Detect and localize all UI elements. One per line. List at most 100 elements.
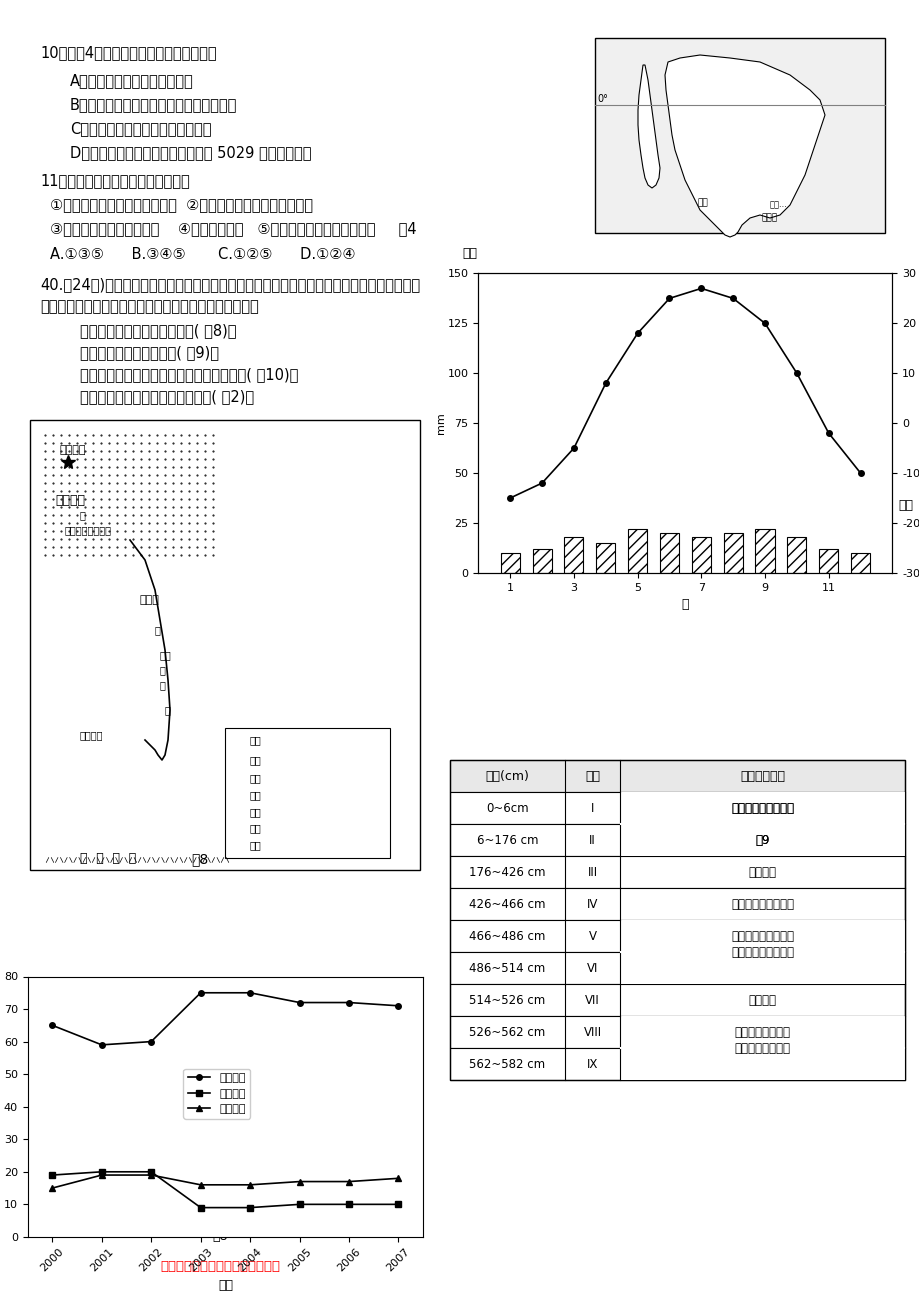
Bar	[595, 38, 884, 233]
Text: ③水力资源、地热资源丰富    ④气温年较差大   ⑤高原湖泊多，空气稀薄缺氧     图4: ③水力资源、地热资源丰富 ④气温年较差大 ⑤高原湖泊多，空气稀薄缺氧 图4	[50, 221, 416, 236]
第二产业	[392, 1197, 403, 1212]
Text: 176~426 cm: 176~426 cm	[469, 866, 545, 879]
Text: 图8: 图8	[212, 1230, 228, 1243]
第三产业	[96, 1167, 108, 1182]
Bar	[691, 536, 710, 573]
Y-axis label: mm: mm	[436, 413, 446, 434]
Polygon shape	[664, 55, 824, 237]
Polygon shape	[637, 65, 659, 187]
Text: 电站: 电站	[250, 773, 262, 783]
Text: A.①③⑤      B.③④⑤       C.①②⑤      D.①②④: A.①③⑤ B.③④⑤ C.①②⑤ D.①②④	[50, 247, 355, 262]
Text: 材料一：玛纳斯河流域示意图( 图8)。: 材料一：玛纳斯河流域示意图( 图8)。	[80, 323, 236, 339]
Bar	[659, 533, 678, 573]
Bar	[449, 760, 904, 1079]
第二产业	[343, 1197, 354, 1212]
Text: II: II	[588, 833, 596, 846]
Bar	[449, 824, 904, 855]
Text: 石河子: 石河子	[140, 595, 160, 605]
Text: 图8: 图8	[191, 852, 209, 866]
Text: 526~562 cm: 526~562 cm	[469, 1026, 545, 1039]
第一产业	[343, 995, 354, 1010]
Text: 玛纳斯河下游绿洲区三产比重变化: 玛纳斯河下游绿洲区三产比重变化	[160, 1260, 279, 1273]
Text: VII: VII	[584, 993, 599, 1006]
Text: 垦基地。阅读下列材料，结合所学知识，完成下列各题。: 垦基地。阅读下列材料，结合所学知识，完成下列各题。	[40, 299, 258, 314]
第三产业	[47, 1180, 58, 1195]
Text: 426~466 cm: 426~466 cm	[469, 897, 545, 910]
第一产业	[294, 995, 305, 1010]
Bar	[754, 529, 774, 573]
Bar	[449, 984, 904, 1016]
X-axis label: 时间: 时间	[218, 1280, 233, 1292]
Text: 小叫...: 小叫...	[769, 201, 787, 210]
第二产业	[145, 1164, 156, 1180]
Text: 466~486 cm: 466~486 cm	[469, 930, 545, 943]
Bar	[449, 760, 904, 792]
Line: 第二产业: 第二产业	[50, 1169, 401, 1211]
第一产业	[47, 1018, 58, 1034]
Text: VIII: VIII	[583, 1026, 601, 1039]
Text: 灌区: 灌区	[250, 840, 262, 850]
Text: 雅加达: 雅加达	[761, 214, 777, 223]
Bar	[449, 888, 904, 921]
Text: 深度(cm): 深度(cm)	[485, 769, 528, 783]
Bar	[619, 921, 904, 984]
Text: 6~176 cm: 6~176 cm	[476, 833, 538, 846]
Bar	[449, 1048, 904, 1079]
Bar	[225, 728, 390, 858]
Legend: 第一产业, 第二产业, 第三产业: 第一产业, 第二产业, 第三产业	[183, 1069, 250, 1118]
Text: 10、对图4中地区的地理特点描述可信的是: 10、对图4中地区的地理特点描述可信的是	[40, 46, 216, 60]
Text: 推测沉积环境: 推测沉积环境	[739, 769, 784, 783]
Bar	[532, 549, 551, 573]
Text: 材料四：玛纳斯湖垂直剖面采样表( 表2)。: 材料四：玛纳斯湖垂直剖面采样表( 表2)。	[80, 389, 254, 404]
Text: B．太阳高度角小，距海洋近，多阴雨天气: B．太阳高度角小，距海洋近，多阴雨天气	[70, 98, 237, 112]
Text: 梯级: 梯级	[160, 650, 172, 660]
Text: 玛: 玛	[165, 704, 171, 715]
Text: 浅水沉积，湖面变大: 浅水沉积，湖面变大	[731, 802, 793, 815]
Text: 站: 站	[160, 680, 165, 690]
Text: 河流: 河流	[250, 823, 262, 833]
Bar	[818, 549, 837, 573]
Text: 11．下列对西藏地区的叙述正确的是: 11．下列对西藏地区的叙述正确的是	[40, 173, 189, 187]
Text: 材料二：石河子市气候图( 图9)。: 材料二：石河子市气候图( 图9)。	[80, 345, 219, 359]
Bar	[449, 855, 904, 888]
第三产业	[195, 1177, 206, 1193]
第一产业	[244, 984, 255, 1000]
Text: A．气旋活动频繁，多上升气流: A．气旋活动频繁，多上升气流	[70, 73, 194, 89]
Text: 湖相沉积，湖水加深: 湖相沉积，湖水加深	[731, 945, 793, 958]
Text: V: V	[588, 930, 596, 943]
Bar	[628, 529, 646, 573]
Text: IX: IX	[586, 1057, 597, 1070]
Text: 玛纳斯湖: 玛纳斯湖	[60, 445, 86, 454]
Text: 沙漠: 沙漠	[250, 736, 262, 745]
Text: 古代河床: 古代河床	[748, 866, 776, 879]
Text: 天  山  山  脉: 天 山 山 脉	[80, 852, 136, 865]
Text: 深水湖泊，湖面大: 深水湖泊，湖面大	[733, 1026, 789, 1039]
Text: 克: 克	[80, 510, 85, 519]
Bar	[787, 536, 806, 573]
Text: 气温: 气温	[898, 499, 913, 512]
Text: 纳: 纳	[154, 625, 161, 635]
Text: 0~6cm: 0~6cm	[485, 802, 528, 815]
Bar	[596, 543, 615, 573]
Text: 古代河床: 古代河床	[748, 993, 776, 1006]
第二产业	[294, 1197, 305, 1212]
Text: IV: IV	[586, 897, 597, 910]
Text: 图9: 图9	[754, 833, 769, 846]
Text: III: III	[587, 866, 597, 879]
第三产业	[294, 1174, 305, 1190]
Text: 486~514 cm: 486~514 cm	[469, 961, 545, 974]
Text: 材料三：玛纳斯河下游绿洲区三大产业比重( 图10)。: 材料三：玛纳斯河下游绿洲区三大产业比重( 图10)。	[80, 367, 298, 381]
Line: 第一产业: 第一产业	[50, 990, 401, 1048]
Text: 水库: 水库	[250, 807, 262, 816]
Bar	[449, 921, 904, 952]
Bar	[0, 0, 919, 35]
Text: 克拉玛依: 克拉玛依	[55, 493, 85, 506]
Text: 0°: 0°	[596, 94, 607, 104]
Bar	[850, 553, 869, 573]
Text: 湖相沉积，湖水加深: 湖相沉积，湖水加深	[731, 930, 793, 943]
Text: 浅水沉积，湖面变大: 浅水沉积，湖面变大	[731, 802, 793, 815]
第一产业	[96, 1036, 108, 1052]
Text: VI: VI	[586, 961, 597, 974]
Text: 古尔班通古特沙漠: 古尔班通古特沙漠	[65, 525, 112, 535]
Bar	[563, 536, 583, 573]
